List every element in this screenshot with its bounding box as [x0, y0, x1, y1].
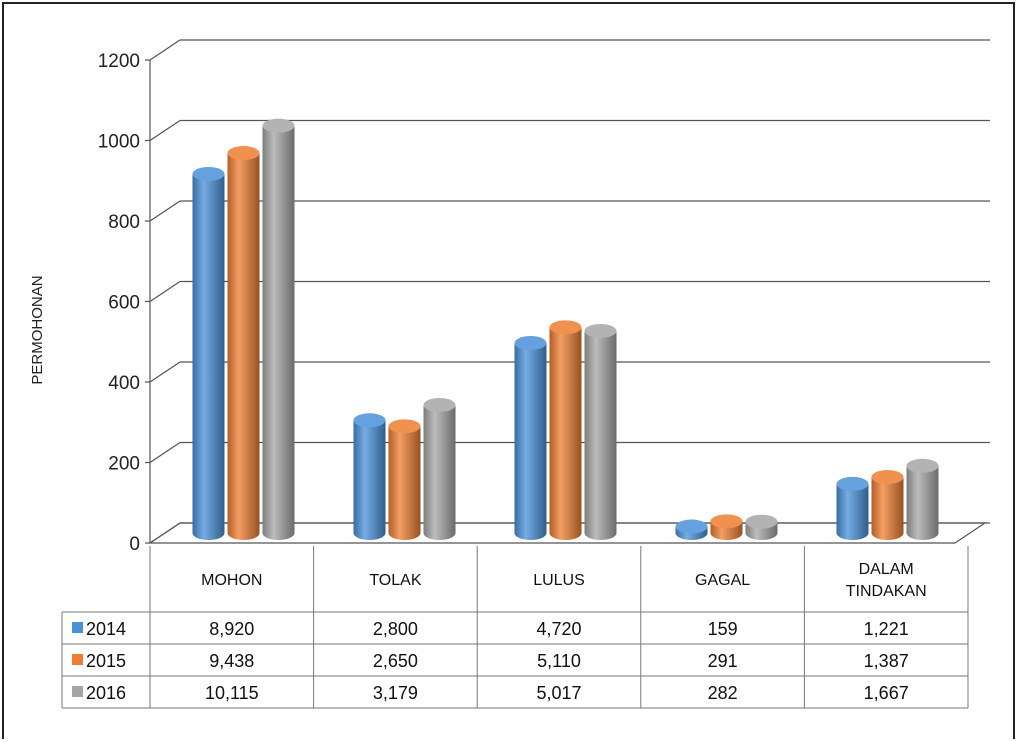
legend-label: 2014 — [86, 619, 126, 639]
table-cell-value: 8,920 — [209, 619, 254, 639]
legend-label: 2016 — [86, 683, 126, 703]
table-cell-value: 5,110 — [537, 651, 581, 671]
bar-2014-tolak — [353, 413, 386, 540]
table-cell-value: 1,387 — [864, 651, 909, 671]
bar-body — [871, 477, 904, 540]
table-cell-value: 291 — [708, 651, 738, 671]
table-cell-value: 9,438 — [209, 651, 254, 671]
bar-body — [906, 465, 939, 540]
bar-top — [871, 470, 904, 485]
gridline-diagonal — [149, 200, 181, 222]
bar-body — [388, 426, 421, 540]
y-tick-label: 1200 — [98, 51, 140, 72]
bar-2015-tolak — [388, 419, 421, 540]
y-tick-label: 200 — [108, 454, 140, 475]
bar-top — [584, 323, 617, 338]
bar-top — [353, 413, 386, 428]
category-label: TOLAK — [369, 572, 422, 589]
category-label: TINDAKAN — [846, 583, 927, 600]
bar-2016-lulus — [584, 323, 617, 540]
table-cell-value: 3,179 — [373, 683, 418, 703]
bar-2015-mohon — [227, 146, 260, 541]
table-cell-value: 2,650 — [373, 651, 418, 671]
bar-top — [710, 514, 743, 529]
bar-2016-dalam-tindakan — [906, 458, 939, 540]
bar-top — [423, 398, 456, 413]
gridline-diagonal — [149, 442, 181, 463]
bar-2014-gagal — [675, 519, 708, 540]
gridline-diagonal — [149, 522, 181, 544]
category-label: GAGAL — [695, 572, 750, 589]
bar-2016-mohon — [262, 118, 295, 541]
bar-top — [745, 514, 778, 529]
table-cell-value: 282 — [708, 683, 738, 703]
gridline-diagonal — [149, 120, 181, 141]
bar-2014-mohon — [192, 166, 225, 540]
legend-label: 2015 — [86, 651, 126, 671]
bar-top — [549, 320, 582, 335]
gridline-diagonal — [149, 281, 181, 302]
bar-2015-lulus — [549, 320, 582, 540]
legend-swatch-2015 — [72, 654, 83, 665]
bar-body — [836, 483, 869, 540]
legend-swatch-2016 — [72, 686, 83, 697]
bar-top — [227, 146, 260, 161]
table-cell-value: 5,017 — [536, 683, 581, 703]
gridline-diagonal — [149, 361, 181, 383]
category-label: LULUS — [533, 572, 585, 589]
bar-body — [549, 327, 582, 540]
bar-body — [514, 343, 547, 540]
y-tick-label: 1000 — [98, 132, 140, 153]
bar-body — [353, 420, 386, 540]
bar-2014-dalam-tindakan — [836, 476, 869, 540]
bar-top — [192, 166, 225, 181]
bar-body — [227, 153, 260, 541]
table-cell-value: 4,720 — [536, 619, 581, 639]
bar-2014-lulus — [514, 336, 547, 540]
y-tick-label: 400 — [108, 373, 140, 394]
bar-2016-tolak — [423, 398, 456, 540]
gridline-diagonal — [149, 39, 181, 61]
category-label: DALAM — [859, 561, 914, 578]
bar-top — [262, 118, 295, 133]
bar-top — [388, 419, 421, 434]
category-label: MOHON — [201, 572, 262, 589]
y-tick-label: 0 — [129, 534, 140, 555]
bar-body — [584, 330, 617, 540]
table-cell-value: 10,115 — [205, 683, 259, 703]
bar-body — [423, 405, 456, 540]
table-cell-value: 159 — [708, 619, 738, 639]
legend-swatch-2014 — [72, 622, 83, 633]
bar-top — [514, 336, 547, 351]
y-axis-title: PERMOHONAN — [29, 275, 46, 384]
y-tick-label: 800 — [108, 212, 140, 233]
bar-2015-dalam-tindakan — [871, 470, 904, 540]
bar-top — [906, 458, 939, 473]
bar-body — [192, 173, 225, 540]
bar-2015-gagal — [710, 514, 743, 540]
bar-top — [836, 476, 869, 491]
y-tick-label: 600 — [108, 293, 140, 314]
table-cell-value: 1,221 — [864, 619, 909, 639]
bar-body — [262, 125, 295, 541]
bar-2016-gagal — [745, 514, 778, 540]
table-cell-value: 1,667 — [864, 683, 909, 703]
table-cell-value: 2,800 — [373, 619, 418, 639]
bar-top — [675, 519, 708, 534]
